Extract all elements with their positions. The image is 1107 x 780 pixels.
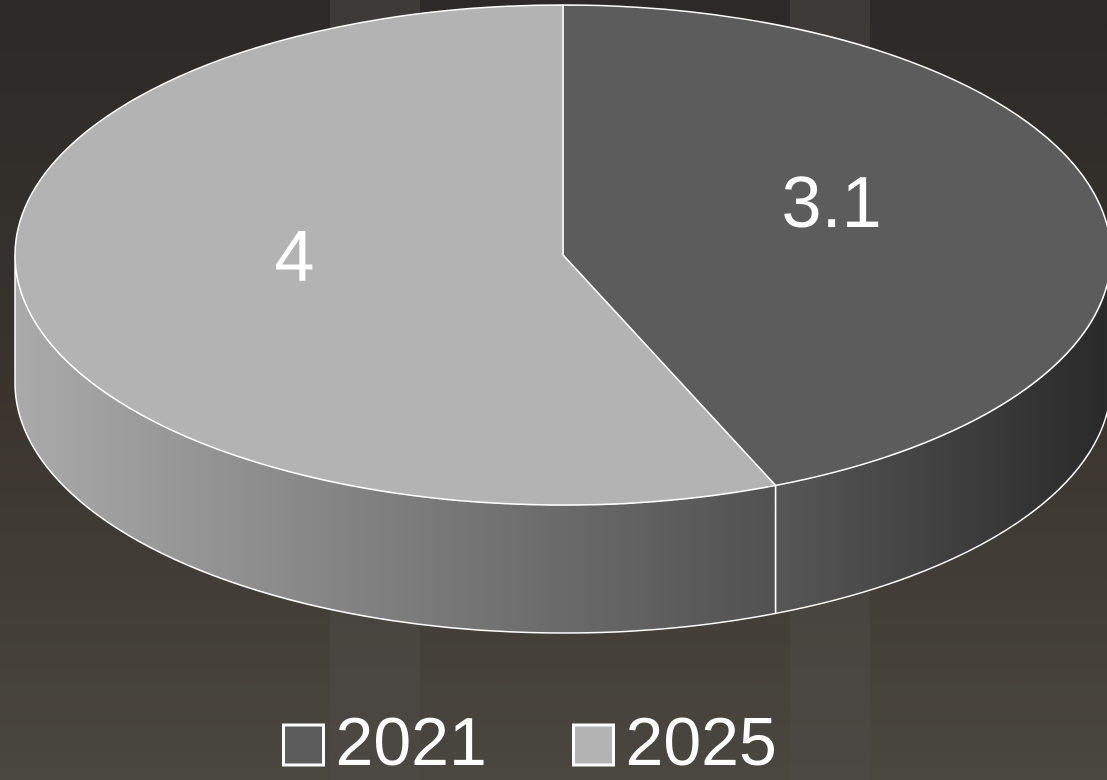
legend-swatch — [572, 723, 615, 767]
data-label: 4 — [274, 217, 314, 297]
legend: 2021 2025 — [282, 704, 777, 780]
pie: 3.14 — [14, 4, 1107, 634]
slice — [562, 4, 1107, 487]
legend-label: 2021 — [336, 704, 487, 780]
legend-swatch — [282, 723, 325, 767]
legend-label: 2025 — [626, 704, 777, 780]
slice — [14, 4, 777, 506]
data-label: 3.1 — [782, 163, 882, 243]
